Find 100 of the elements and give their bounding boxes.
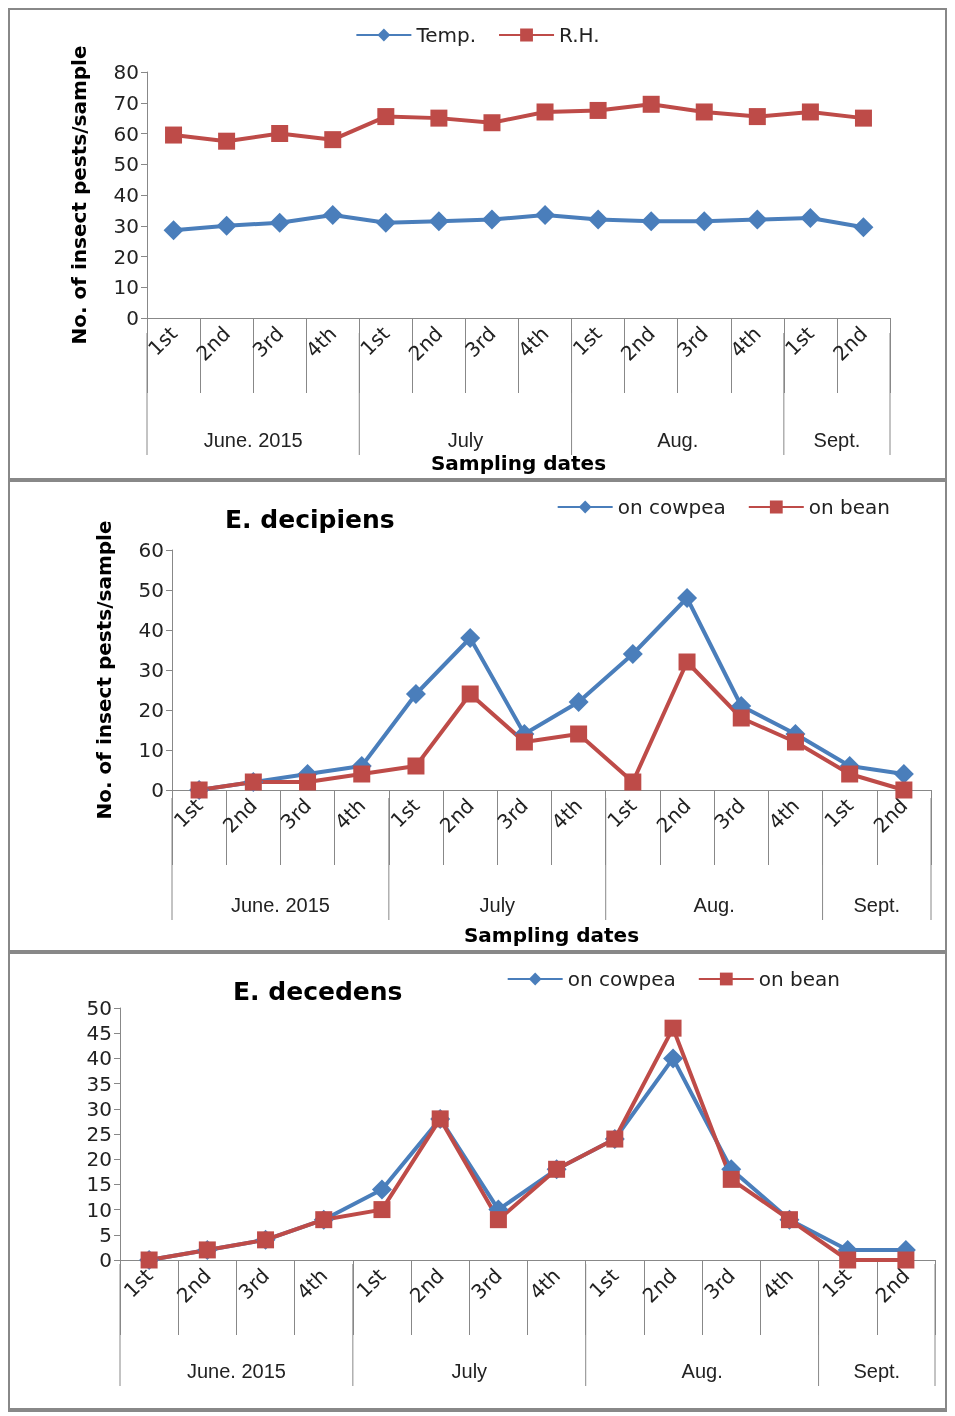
y-tick-label: 45 [86,1021,112,1046]
legend-label: Temp. [415,23,477,47]
point [854,109,872,127]
text: Sept. [853,894,901,916]
y-tick-label: 20 [138,698,164,722]
point [515,733,533,751]
y-tick-label: 30 [86,1096,112,1121]
point [839,1251,857,1269]
point [489,1211,507,1229]
point [748,108,766,126]
y-tick-label: 0 [99,1248,112,1272]
text: Sept. [813,429,861,451]
point [535,204,556,225]
point [722,1170,740,1188]
x-tick-label: 4th [300,321,342,362]
text: July [451,1360,488,1382]
text: June. 2015 [230,894,330,916]
point [165,126,183,144]
x-tick-label: 4th [763,793,804,834]
point [678,653,696,671]
x-tick-label: 3rd [233,1263,275,1305]
x-tick-label: 4th [524,1263,566,1304]
point [428,211,449,232]
legend-label: on bean [758,967,840,991]
point [568,692,589,712]
point [460,628,481,648]
point [405,684,426,704]
point [216,215,237,236]
x-tick-label: 3rd [275,793,317,835]
point [377,108,395,126]
point [483,114,501,132]
y-tick-label: 20 [113,244,139,269]
x-axis-title: Sampling dates [463,923,640,947]
x-tick-label: 3rd [466,1263,507,1305]
y-tick-label: 30 [113,213,139,238]
y-tick-label: 20 [86,1147,112,1172]
x-tick-label: 1st [118,1263,158,1303]
y-tick-label: 50 [138,578,164,602]
y-tick-label: 50 [113,152,139,177]
legend-label: on cowpea [567,967,676,991]
x-tick-label: 3rd [247,321,289,363]
x-tick-label: 4th [757,1263,798,1304]
y-tick-label: 40 [113,183,139,207]
x-tick-label: 1st [351,1263,391,1303]
text: June. 2015 [186,1360,286,1382]
y-tick-label: 0 [151,778,164,802]
point [322,204,343,225]
text: July [447,429,484,451]
x-tick-label: 3rd [459,321,501,363]
point [800,208,821,229]
y-tick-label: 25 [86,1122,112,1146]
point [407,757,425,775]
point [430,109,448,127]
point [373,1201,391,1219]
y-tick-label: 0 [126,306,139,330]
legend-label: on cowpea [617,495,726,519]
y-tick-label: 15 [86,1172,112,1197]
x-tick-label: 1st [819,793,859,833]
y-axis-title: No. of insect pests/sample [92,520,116,820]
point [853,217,874,238]
point [895,781,913,799]
point [481,209,502,230]
point [694,211,715,232]
point [641,211,662,232]
x-tick-label: 4th [291,1263,333,1304]
point [841,765,859,783]
point [570,725,588,743]
legend-label: R.H. [559,23,600,47]
point [893,764,914,784]
x-tick-label: 1st [168,793,208,833]
point [732,709,750,727]
y-tick-label: 10 [86,1197,112,1222]
y-axis-title: No. of insect pests/sample [67,45,91,345]
point [747,209,768,230]
x-tick-label: 4th [513,321,554,362]
legend-label: on bean [808,495,890,519]
x-tick-label: 1st [355,321,395,361]
y-tick-label: 60 [113,121,139,146]
chart-title: E. decipiens [225,505,395,534]
point [589,101,607,119]
chart-title: E. decedens [233,977,403,1006]
text: Aug. [693,894,735,916]
point [375,212,396,233]
point [642,95,660,113]
text: June. 2015 [203,429,303,451]
x-tick-label: 4th [546,793,588,834]
point [353,765,371,783]
text: Aug. [681,1360,723,1382]
x-tick-label: 1st [385,793,425,833]
point [588,209,609,230]
point [801,103,819,121]
point [677,588,698,608]
x-tick-label: 4th [329,793,371,834]
text: Aug. [657,429,699,451]
point [663,1048,684,1069]
x-tick-label: 1st [780,321,819,361]
y-tick-label: 10 [138,738,164,762]
y-tick-label: 40 [138,618,164,642]
x-tick-label: 4th [725,321,766,362]
x-tick-label: 1st [817,1263,857,1303]
